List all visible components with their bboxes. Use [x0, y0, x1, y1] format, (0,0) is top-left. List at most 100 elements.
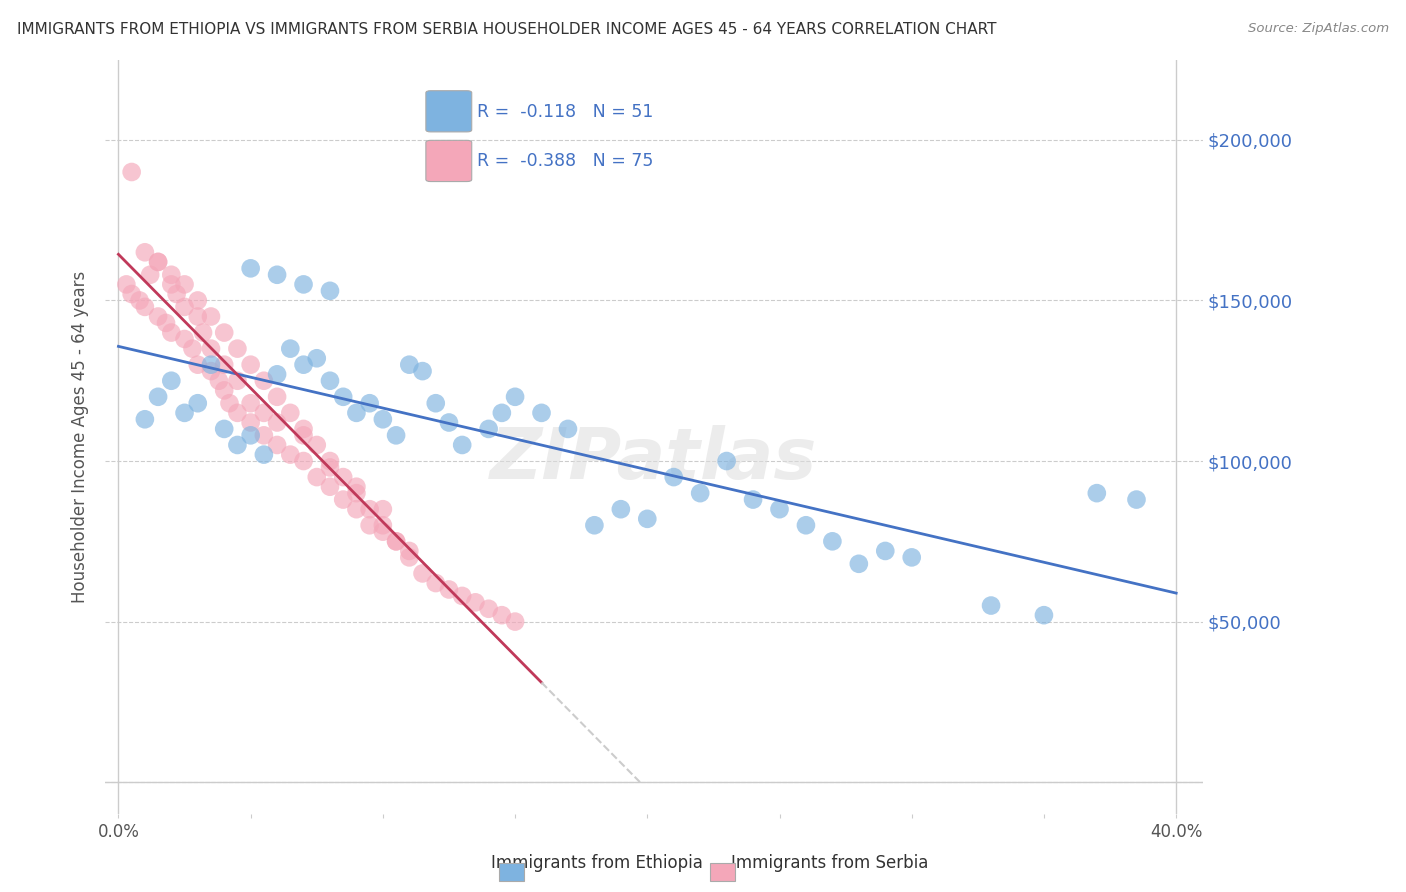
Point	[530, 406, 553, 420]
Point	[305, 470, 328, 484]
Point	[278, 342, 301, 356]
Point	[412, 566, 434, 581]
Point	[319, 284, 342, 298]
Point	[187, 358, 209, 372]
Text: Immigrants from Serbia: Immigrants from Serbia	[731, 855, 928, 872]
Point	[412, 364, 434, 378]
Y-axis label: Householder Income Ages 45 - 64 years: Householder Income Ages 45 - 64 years	[72, 271, 89, 603]
Point	[266, 416, 288, 430]
Point	[187, 396, 209, 410]
Point	[146, 255, 169, 269]
Point	[181, 342, 204, 356]
Point	[200, 310, 222, 324]
Point	[212, 358, 235, 372]
Point	[292, 277, 315, 292]
Point	[980, 599, 1002, 613]
Point	[491, 608, 513, 623]
Point	[121, 287, 143, 301]
Point	[173, 277, 195, 292]
Point	[292, 358, 315, 372]
Point	[266, 438, 288, 452]
Point	[610, 502, 633, 516]
Point	[437, 416, 460, 430]
Point	[218, 396, 240, 410]
Point	[451, 589, 474, 603]
Point	[371, 518, 394, 533]
Point	[557, 422, 579, 436]
Point	[226, 406, 249, 420]
Point	[200, 342, 222, 356]
Point	[266, 268, 288, 282]
Point	[398, 544, 420, 558]
Point	[239, 261, 262, 276]
Point	[425, 396, 447, 410]
Point	[385, 428, 408, 442]
Point	[319, 480, 342, 494]
Point	[139, 268, 162, 282]
Point	[160, 277, 183, 292]
Point	[398, 550, 420, 565]
Point	[200, 364, 222, 378]
Point	[173, 332, 195, 346]
Point	[344, 502, 367, 516]
Point	[398, 358, 420, 372]
Point	[359, 518, 381, 533]
Point	[305, 351, 328, 366]
Point	[253, 448, 276, 462]
Point	[239, 396, 262, 410]
Point	[253, 406, 276, 420]
Point	[134, 300, 156, 314]
Point	[191, 326, 214, 340]
Point	[134, 245, 156, 260]
Point	[121, 165, 143, 179]
Point	[689, 486, 711, 500]
Point	[146, 255, 169, 269]
Point	[266, 368, 288, 382]
Text: Source: ZipAtlas.com: Source: ZipAtlas.com	[1249, 22, 1389, 36]
Point	[503, 615, 526, 629]
Point	[359, 502, 381, 516]
Point	[226, 374, 249, 388]
Point	[371, 412, 394, 426]
Point	[253, 428, 276, 442]
Point	[768, 502, 790, 516]
Point	[478, 601, 501, 615]
Point	[319, 460, 342, 475]
Point	[451, 438, 474, 452]
Point	[146, 310, 169, 324]
Point	[292, 422, 315, 436]
Point	[319, 454, 342, 468]
Point	[208, 374, 231, 388]
Point	[212, 384, 235, 398]
Point	[503, 390, 526, 404]
Point	[292, 454, 315, 468]
Point	[239, 358, 262, 372]
Point	[128, 293, 150, 308]
Point	[491, 406, 513, 420]
Point	[146, 390, 169, 404]
Point	[1125, 492, 1147, 507]
Point	[371, 524, 394, 539]
Point	[226, 342, 249, 356]
Point	[478, 422, 501, 436]
Point	[278, 406, 301, 420]
Point	[173, 300, 195, 314]
Point	[716, 454, 738, 468]
Point	[437, 582, 460, 597]
Point	[212, 422, 235, 436]
Point	[278, 448, 301, 462]
Text: ZIPatlas: ZIPatlas	[491, 425, 818, 494]
Point	[239, 428, 262, 442]
Point	[239, 416, 262, 430]
Point	[160, 374, 183, 388]
Point	[900, 550, 922, 565]
Point	[794, 518, 817, 533]
Text: Immigrants from Ethiopia: Immigrants from Ethiopia	[491, 855, 703, 872]
Point	[160, 326, 183, 340]
Point	[134, 412, 156, 426]
Point	[385, 534, 408, 549]
Point	[425, 576, 447, 591]
Point	[848, 557, 870, 571]
Point	[821, 534, 844, 549]
Point	[1085, 486, 1108, 500]
